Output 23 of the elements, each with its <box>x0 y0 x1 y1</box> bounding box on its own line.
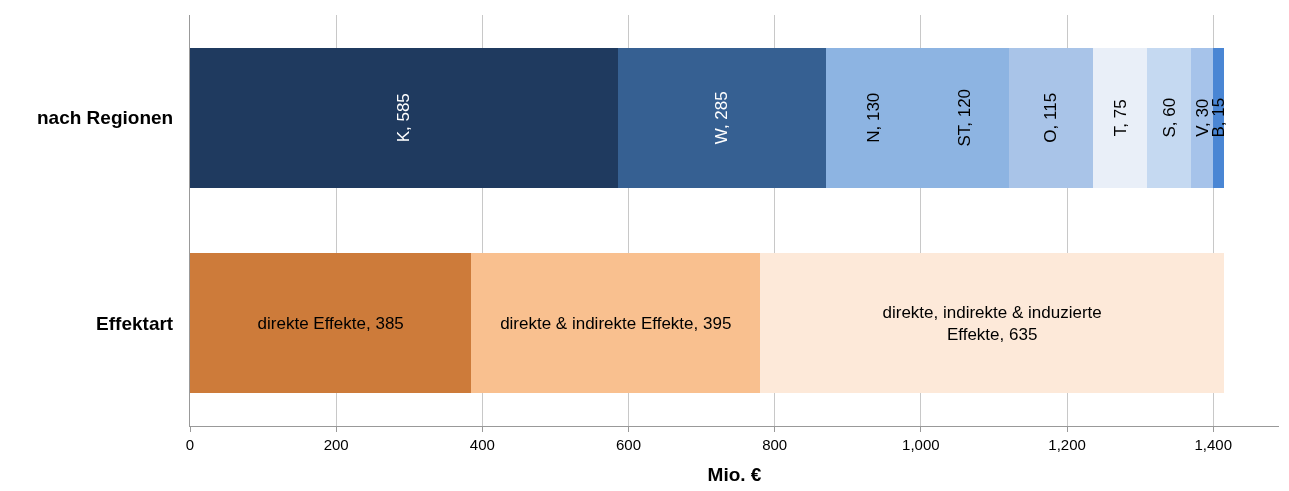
x-tick-label: 1,000 <box>902 436 940 453</box>
x-tick-label: 1,400 <box>1194 436 1232 453</box>
data-label: S, 60 <box>1159 97 1179 138</box>
data-label: direkte Effekte, 385 <box>257 313 404 333</box>
x-tick-label: 400 <box>469 436 495 453</box>
data-label: N, 130 <box>863 92 883 143</box>
y-tick-label: Effektart <box>96 312 174 334</box>
data-label: ST, 120 <box>955 88 975 147</box>
y-tick-label: nach Regionen <box>37 107 174 129</box>
data-label: O, 115 <box>1041 92 1061 143</box>
data-label: K, 585 <box>394 93 414 143</box>
x-tick-label: 800 <box>762 436 788 453</box>
data-label: T, 75 <box>1110 99 1130 137</box>
x-tick-label: 1,200 <box>1048 436 1086 453</box>
data-label: B, 15 <box>1209 97 1229 138</box>
data-label: W, 285 <box>712 91 732 145</box>
data-label: direkte & indirekte Effekte, 395 <box>500 313 732 333</box>
data-label: direkte, indirekte & induzierte Effekte, 635 <box>882 302 1102 344</box>
data-label: V, 30 <box>1192 98 1212 137</box>
x-tick-label: 600 <box>616 436 642 453</box>
x-axis-title: Mio. € <box>707 463 762 485</box>
x-tick-label: 200 <box>323 436 349 453</box>
x-tick-label: 0 <box>185 436 195 453</box>
